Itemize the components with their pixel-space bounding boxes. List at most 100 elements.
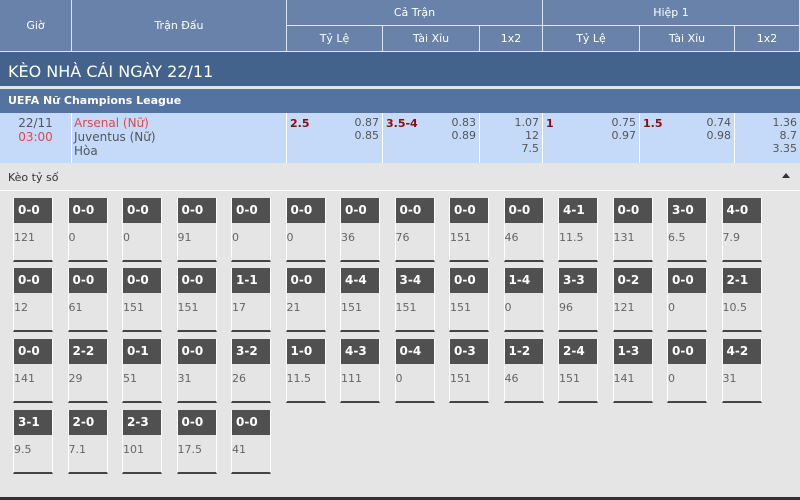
- score-odds[interactable]: 51: [123, 372, 137, 385]
- score-cell[interactable]: 0-0 121: [13, 198, 53, 262]
- score-cell[interactable]: 0-0 0: [231, 198, 271, 262]
- score-odds[interactable]: 7.1: [68, 443, 87, 456]
- score-cell[interactable]: 4-0 7.9: [721, 198, 762, 262]
- score-odds[interactable]: 0: [668, 372, 675, 385]
- score-odds[interactable]: 0: [68, 231, 76, 244]
- score-odds[interactable]: 0: [232, 231, 239, 244]
- score-odds[interactable]: 11.5: [286, 372, 312, 385]
- score-odds[interactable]: 11.5: [559, 231, 584, 244]
- score-cell[interactable]: 0-0 151: [176, 268, 217, 332]
- score-cell[interactable]: 4-4 151: [340, 268, 380, 332]
- score-odds[interactable]: 151: [341, 301, 362, 314]
- score-odds[interactable]: 46: [504, 372, 519, 385]
- h1-ou-under[interactable]: 0.98: [706, 129, 732, 142]
- score-cell[interactable]: 0-0 91: [176, 198, 217, 262]
- score-cell[interactable]: 0-0 0: [667, 339, 707, 403]
- score-odds[interactable]: 9.5: [14, 443, 32, 456]
- score-odds[interactable]: 17: [232, 301, 246, 314]
- score-cell[interactable]: 0-0 41: [231, 410, 271, 474]
- ft-handicap-home[interactable]: 0.87: [354, 116, 380, 129]
- score-cell[interactable]: 0-0 46: [503, 198, 544, 262]
- score-odds[interactable]: 6.5: [668, 231, 686, 244]
- h1-1x2-away[interactable]: 8.7: [779, 129, 798, 142]
- h1-handicap-home[interactable]: 0.75: [611, 116, 637, 129]
- ft-ou-under[interactable]: 0.89: [451, 129, 477, 142]
- score-cell[interactable]: 0-0 0: [122, 198, 162, 262]
- ft-1x2-away[interactable]: 12: [525, 129, 539, 142]
- score-odds[interactable]: 151: [450, 372, 471, 385]
- collapse-arrow-icon[interactable]: [782, 173, 790, 178]
- score-odds[interactable]: 101: [123, 443, 144, 456]
- score-odds[interactable]: 151: [450, 301, 471, 314]
- ft-1x2-draw[interactable]: 7.5: [521, 142, 540, 155]
- score-cell[interactable]: 1-0 11.5: [285, 339, 326, 403]
- score-odds[interactable]: 0: [286, 231, 294, 244]
- score-cell[interactable]: 0-0 12: [13, 268, 53, 332]
- score-odds[interactable]: 41: [232, 443, 246, 456]
- score-odds[interactable]: 10.5: [722, 301, 748, 314]
- score-cell[interactable]: 2-2 29: [67, 339, 108, 403]
- score-cell[interactable]: 0-0 76: [394, 198, 435, 262]
- ft-ou-over[interactable]: 0.83: [451, 116, 477, 129]
- score-odds[interactable]: 151: [450, 231, 471, 244]
- score-cell[interactable]: 2-4 151: [558, 339, 598, 403]
- score-odds[interactable]: 31: [177, 372, 192, 385]
- h1-1x2-draw[interactable]: 3.35: [772, 142, 798, 155]
- score-cell[interactable]: 1-1 17: [231, 268, 271, 332]
- score-cell[interactable]: 2-1 10.5: [721, 268, 762, 332]
- score-cell[interactable]: 1-2 46: [503, 339, 544, 403]
- score-odds[interactable]: 121: [14, 231, 35, 244]
- h1-handicap[interactable]: 1 0.75 0.97: [543, 113, 640, 163]
- ft-1x2[interactable]: 1.07 12 7.5: [480, 113, 543, 163]
- score-cell[interactable]: 0-3 151: [449, 339, 489, 403]
- h1-ou-over[interactable]: 0.74: [706, 116, 732, 129]
- score-cell[interactable]: 0-0 151: [449, 198, 489, 262]
- score-cell[interactable]: 0-0 131: [612, 198, 653, 262]
- score-odds[interactable]: 91: [177, 231, 192, 244]
- score-cell[interactable]: 3-4 151: [394, 268, 435, 332]
- score-cell[interactable]: 3-2 26: [231, 339, 271, 403]
- match-row[interactable]: 22/11 03:00 Arsenal (Nữ) Juventus (Nữ) H…: [0, 113, 800, 163]
- score-cell[interactable]: 2-3 101: [122, 410, 162, 474]
- score-cell[interactable]: 3-0 6.5: [667, 198, 707, 262]
- score-odds[interactable]: 7.9: [722, 231, 741, 244]
- score-odds[interactable]: 36: [341, 231, 355, 244]
- score-odds[interactable]: 151: [177, 301, 199, 314]
- score-cell[interactable]: 0-0 21: [285, 268, 326, 332]
- score-cell[interactable]: 4-2 31: [721, 339, 762, 403]
- score-cell[interactable]: 1-3 141: [612, 339, 653, 403]
- ft-1x2-home[interactable]: 1.07: [514, 116, 540, 129]
- score-cell[interactable]: 1-4 0: [503, 268, 544, 332]
- score-cell[interactable]: 0-4 0: [394, 339, 435, 403]
- score-odds[interactable]: 21: [286, 301, 301, 314]
- score-odds[interactable]: 12: [14, 301, 28, 314]
- score-odds[interactable]: 61: [68, 301, 83, 314]
- score-odds[interactable]: 0: [504, 301, 512, 314]
- score-odds[interactable]: 151: [395, 301, 417, 314]
- score-odds[interactable]: 76: [395, 231, 410, 244]
- score-odds[interactable]: 96: [559, 301, 573, 314]
- score-odds[interactable]: 46: [504, 231, 519, 244]
- h1-handicap-away[interactable]: 0.97: [611, 129, 637, 142]
- h1-1x2[interactable]: 1.36 8.7 3.35: [735, 113, 800, 163]
- score-cell[interactable]: 0-0 17.5: [176, 410, 217, 474]
- score-odds[interactable]: 111: [341, 372, 362, 385]
- score-odds[interactable]: 0: [395, 372, 403, 385]
- score-odds[interactable]: 151: [559, 372, 580, 385]
- ft-handicap-away[interactable]: 0.85: [354, 129, 380, 142]
- score-odds[interactable]: 29: [68, 372, 83, 385]
- away-team[interactable]: Juventus (Nữ): [74, 130, 156, 144]
- score-cell[interactable]: 0-0 141: [13, 339, 53, 403]
- score-odds[interactable]: 141: [14, 372, 35, 385]
- score-cell[interactable]: 4-1 11.5: [558, 198, 598, 262]
- score-odds[interactable]: 131: [613, 231, 635, 244]
- score-odds[interactable]: 26: [232, 372, 246, 385]
- ft-handicap[interactable]: 2.5 0.87 0.85: [287, 113, 383, 163]
- score-odds[interactable]: 31: [722, 372, 737, 385]
- score-odds[interactable]: 141: [613, 372, 635, 385]
- score-cell[interactable]: 0-0 0: [285, 198, 326, 262]
- score-cell[interactable]: 0-0 36: [340, 198, 380, 262]
- score-odds[interactable]: 0: [668, 301, 675, 314]
- h1-ou[interactable]: 1.5 0.74 0.98: [640, 113, 735, 163]
- score-cell[interactable]: 0-1 51: [122, 339, 162, 403]
